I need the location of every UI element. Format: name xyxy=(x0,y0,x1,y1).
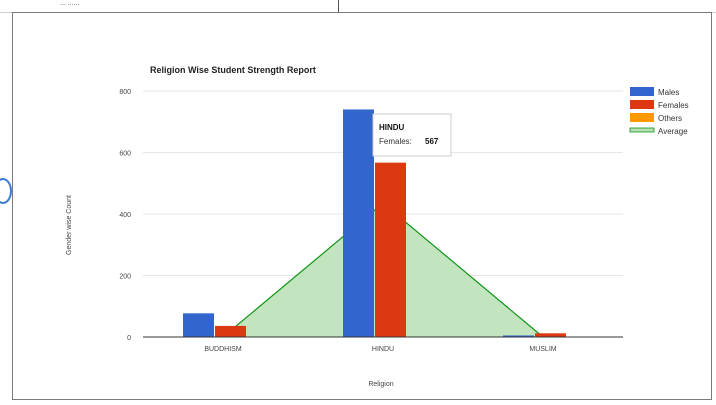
tooltip-category: HINDU xyxy=(379,123,405,132)
bar-males-buddhism xyxy=(183,313,214,337)
x-tick-label: HINDU xyxy=(372,346,394,353)
bar-females-hindu xyxy=(375,162,406,337)
bar-females-muslim xyxy=(535,333,566,337)
x-axis-label: Religion xyxy=(368,381,393,388)
bar-females-buddhism xyxy=(215,325,246,337)
y-axis-label: Gender wise Count xyxy=(66,195,73,255)
y-tick-label: 600 xyxy=(119,151,131,158)
bar-males-muslim xyxy=(503,335,534,337)
axis-layer: BUDDHISM HINDU MUSLIM xyxy=(143,336,623,353)
bar-layer xyxy=(183,109,566,337)
chart-svg: 0 200 400 600 800 BUDDHISM HINDU MUSLIM Religi… xyxy=(66,65,689,388)
legend-label-females: Females xyxy=(658,101,689,110)
tooltip-box xyxy=(372,113,452,157)
legend-swatch-males xyxy=(630,87,654,96)
bar-males-hindu xyxy=(343,109,374,337)
chart-title: Religion Wise Student Strength Report xyxy=(150,65,316,75)
tooltip-series-label: Females: xyxy=(379,137,412,146)
legend-swatch-average xyxy=(629,127,655,133)
legend-swatch-females xyxy=(630,100,654,109)
tooltip: HINDU Females: 567 xyxy=(372,113,452,157)
legend-label-others: Others xyxy=(658,114,682,123)
chart-panel: 0 200 400 600 800 BUDDHISM HINDU MUSLIM Religi… xyxy=(12,12,712,400)
side-handle[interactable] xyxy=(0,178,12,204)
breadcrumb: ... ...... xyxy=(60,0,80,7)
tooltip-value: 567 xyxy=(425,137,439,146)
x-tick-label: MUSLIM xyxy=(529,346,556,353)
legend-swatch-others xyxy=(630,113,654,122)
y-tick-label: 400 xyxy=(119,212,131,219)
y-tick-label: 200 xyxy=(119,274,131,281)
y-tick-label: 0 xyxy=(127,335,131,342)
legend: Males Females Others Average xyxy=(629,87,689,136)
legend-label-average: Average xyxy=(658,127,688,136)
x-tick-label: BUDDHISM xyxy=(204,346,242,353)
divider xyxy=(338,0,339,12)
legend-label-males: Males xyxy=(658,88,679,97)
y-tick-label: 800 xyxy=(119,89,131,96)
